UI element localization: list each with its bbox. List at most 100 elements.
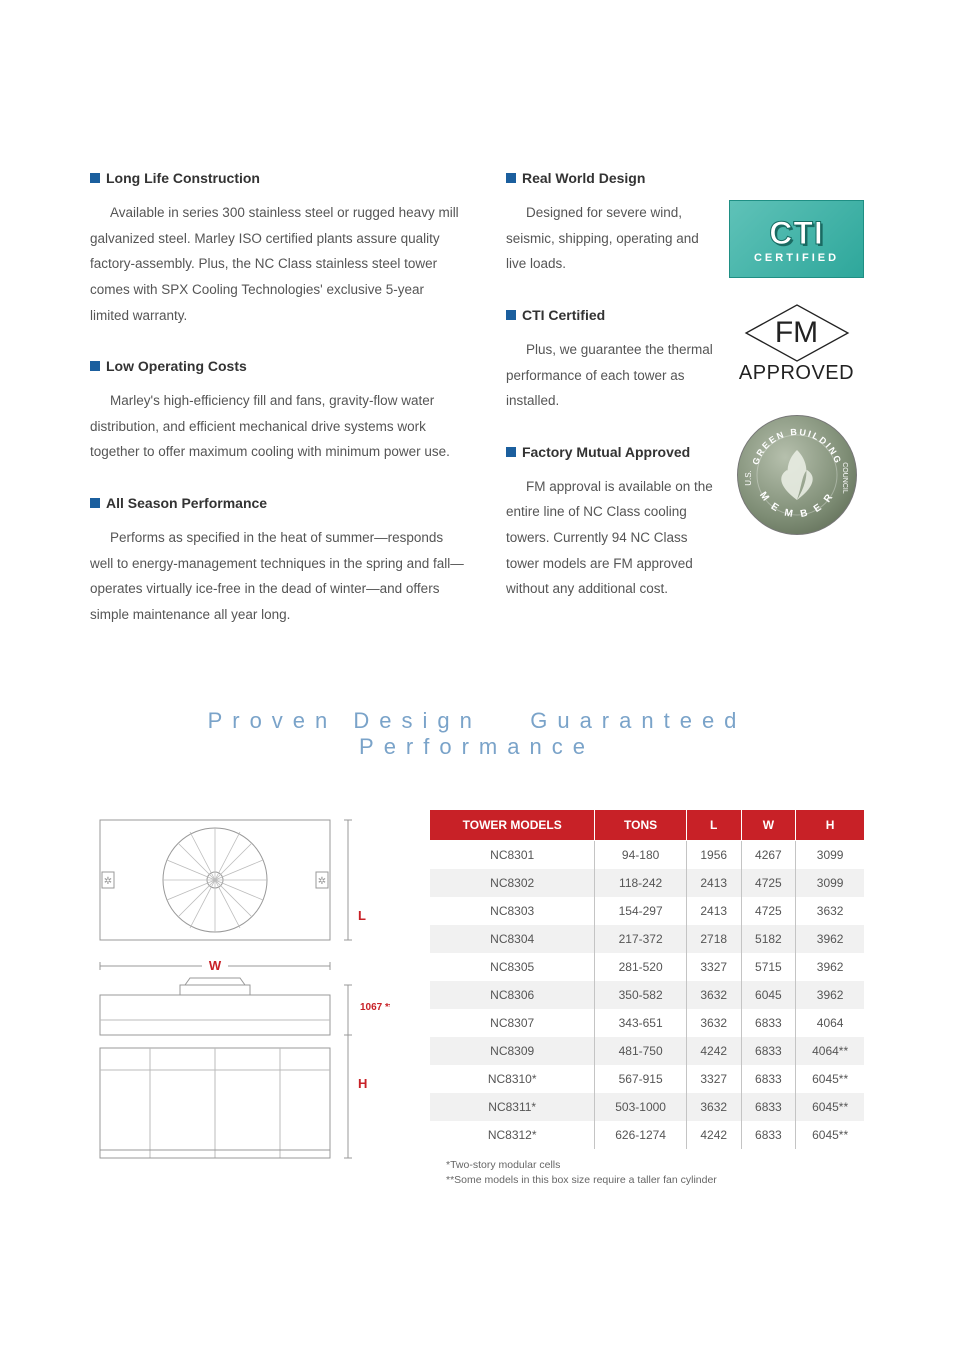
table-cell: 6833 xyxy=(741,1065,796,1093)
left-column: Long Life Construction Available in seri… xyxy=(90,170,466,658)
table-cell: 217-372 xyxy=(595,925,686,953)
table-cell: 567-915 xyxy=(595,1065,686,1093)
table-cell: NC8305 xyxy=(430,953,595,981)
table-cell: NC8307 xyxy=(430,1009,595,1037)
fm-approved-text: APPROVED xyxy=(729,362,864,385)
table-row: NC8304217-372271851823962 xyxy=(430,925,864,953)
table-cell: 3632 xyxy=(686,1009,741,1037)
section-heading: Long Life Construction xyxy=(90,170,466,186)
tower-diagram-icon: ✲ ✲ L W 1067 ** xyxy=(90,810,390,1170)
section-heading: Real World Design xyxy=(506,170,864,186)
table-cell: 1956 xyxy=(686,840,741,869)
table-cell: 3632 xyxy=(686,981,741,1009)
table-header: TOWER MODELSTONSLWH xyxy=(430,810,864,841)
table-cell: 2718 xyxy=(686,925,741,953)
table-cell: 343-651 xyxy=(595,1009,686,1037)
table-cell: 3632 xyxy=(796,897,864,925)
table-cell: 2413 xyxy=(686,897,741,925)
table-cell: 3962 xyxy=(796,953,864,981)
table-cell: 2413 xyxy=(686,869,741,897)
table-header-cell: TONS xyxy=(595,810,686,841)
table-cell: 6045 xyxy=(741,981,796,1009)
footnote-1: *Two-story modular cells xyxy=(446,1159,864,1171)
section-low-operating: Low Operating Costs Marley's high-effici… xyxy=(90,358,466,465)
table-row: NC8305281-520332757153962 xyxy=(430,953,864,981)
bullet-square-icon xyxy=(90,498,100,508)
table-cell: 3632 xyxy=(686,1093,741,1121)
diagram-label-H: H xyxy=(358,1076,367,1091)
certification-badges: CTI CERTIFIED FM APPROVED xyxy=(729,200,864,535)
right-column: Real World Design Designed for severe wi… xyxy=(506,170,864,658)
bullet-square-icon xyxy=(506,310,516,320)
table-cell: 3327 xyxy=(686,1065,741,1093)
table-cell: 626-1274 xyxy=(595,1121,686,1149)
table-row: NC8302118-242241347253099 xyxy=(430,869,864,897)
table-header-cell: W xyxy=(741,810,796,841)
svg-text:✲: ✲ xyxy=(104,876,112,887)
section-heading: Low Operating Costs xyxy=(90,358,466,374)
dimension-diagram: ✲ ✲ L W 1067 ** xyxy=(90,810,390,1175)
feature-columns: Long Life Construction Available in seri… xyxy=(90,170,864,658)
usgbc-seal-icon: GREEN BUILDING M E M B E R U.S. COUNCIL xyxy=(737,415,857,535)
lower-section: ✲ ✲ L W 1067 ** xyxy=(90,810,864,1186)
table-cell: 6045** xyxy=(796,1093,864,1121)
table-cell: NC8310* xyxy=(430,1065,595,1093)
svg-text:✲: ✲ xyxy=(318,876,326,887)
tagline: Proven Design Guaranteed Performance xyxy=(90,708,864,760)
table-cell: NC8303 xyxy=(430,897,595,925)
cti-certified-text: CERTIFIED xyxy=(754,252,839,264)
table-cell: NC8304 xyxy=(430,925,595,953)
heading-text: Long Life Construction xyxy=(106,170,260,186)
table-cell: NC8309 xyxy=(430,1037,595,1065)
cti-logo-text: CTI xyxy=(769,215,824,252)
table-row: NC8307343-651363268334064 xyxy=(430,1009,864,1037)
diagram-label-L: L xyxy=(358,908,366,923)
table-cell: NC8306 xyxy=(430,981,595,1009)
table-row: NC8310*567-915332768336045** xyxy=(430,1065,864,1093)
heading-text: CTI Certified xyxy=(522,307,605,323)
table-cell: NC8311* xyxy=(430,1093,595,1121)
heading-text: Factory Mutual Approved xyxy=(522,444,690,460)
models-table-container: TOWER MODELSTONSLWH NC830194-18019564267… xyxy=(430,810,864,1186)
table-cell: 6833 xyxy=(741,1009,796,1037)
table-cell: 4267 xyxy=(741,840,796,869)
fm-text: FM xyxy=(747,316,847,350)
table-cell: 3962 xyxy=(796,925,864,953)
table-cell: 3962 xyxy=(796,981,864,1009)
table-row: NC8309481-750424268334064** xyxy=(430,1037,864,1065)
footnote-2: **Some models in this box size require a… xyxy=(446,1174,864,1186)
table-cell: 4725 xyxy=(741,869,796,897)
models-table: TOWER MODELSTONSLWH NC830194-18019564267… xyxy=(430,810,864,1149)
table-cell: 3327 xyxy=(686,953,741,981)
table-row: NC830194-180195642673099 xyxy=(430,840,864,869)
table-cell: 154-297 xyxy=(595,897,686,925)
table-cell: 118-242 xyxy=(595,869,686,897)
heading-text: All Season Performance xyxy=(106,495,267,511)
table-cell: 4064** xyxy=(796,1037,864,1065)
bullet-square-icon xyxy=(90,361,100,371)
table-header-cell: L xyxy=(686,810,741,841)
table-cell: 6045** xyxy=(796,1121,864,1149)
table-cell: NC8312* xyxy=(430,1121,595,1149)
section-body: Available in series 300 stainless steel … xyxy=(90,200,466,328)
table-cell: NC8301 xyxy=(430,840,595,869)
table-cell: 6833 xyxy=(741,1093,796,1121)
svg-text:U.S.: U.S. xyxy=(744,470,753,486)
bullet-square-icon xyxy=(506,173,516,183)
table-cell: 94-180 xyxy=(595,840,686,869)
section-all-season: All Season Performance Performs as speci… xyxy=(90,495,466,628)
table-header-cell: TOWER MODELS xyxy=(430,810,595,841)
table-footnotes: *Two-story modular cells **Some models i… xyxy=(430,1159,864,1186)
table-cell: 5715 xyxy=(741,953,796,981)
table-cell: NC8302 xyxy=(430,869,595,897)
table-cell: 281-520 xyxy=(595,953,686,981)
table-cell: 4242 xyxy=(686,1037,741,1065)
section-body: Performs as specified in the heat of sum… xyxy=(90,525,466,628)
heading-text: Real World Design xyxy=(522,170,645,186)
table-cell: 6045** xyxy=(796,1065,864,1093)
fm-approved-badge: FM APPROVED xyxy=(729,308,864,385)
bullet-square-icon xyxy=(90,173,100,183)
table-row: NC8311*503-1000363268336045** xyxy=(430,1093,864,1121)
table-cell: 4242 xyxy=(686,1121,741,1149)
table-cell: 3099 xyxy=(796,869,864,897)
